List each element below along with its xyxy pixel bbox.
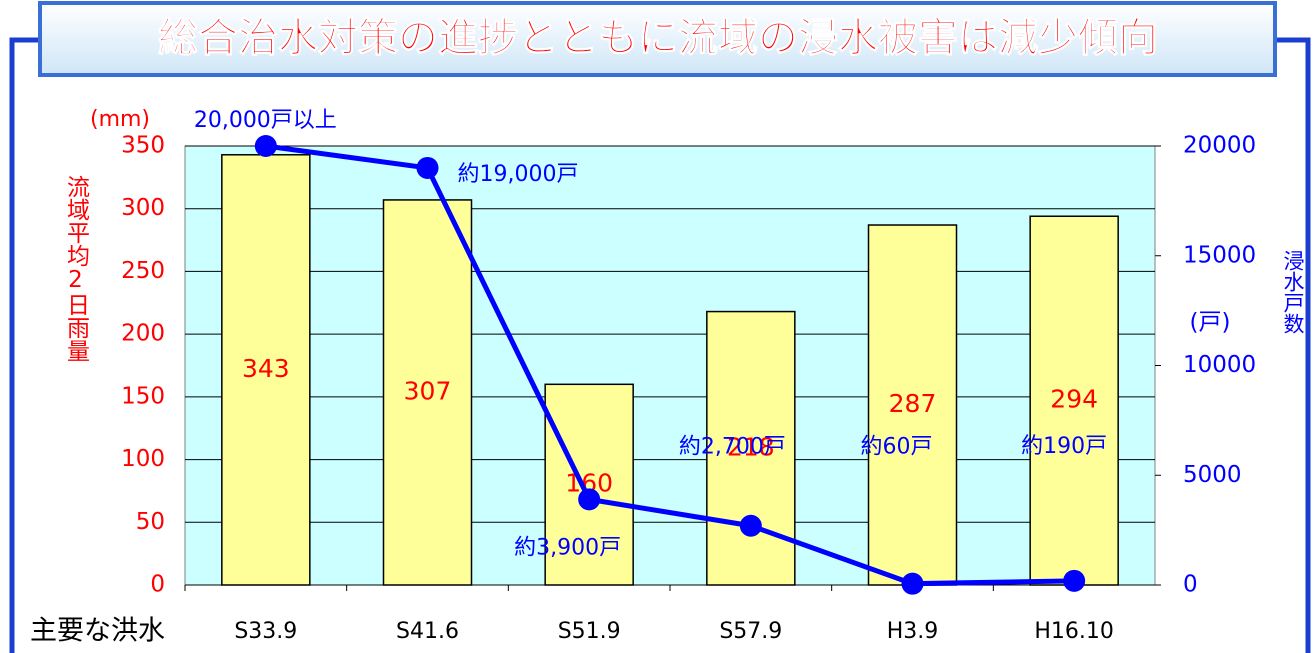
- x-tick-label: S33.9: [234, 619, 297, 644]
- y2-tick-label: 20000: [1183, 133, 1256, 159]
- bar-value-label: 287: [889, 389, 937, 418]
- y2-tick-label: 5000: [1183, 462, 1242, 488]
- y-tick-label: 150: [121, 383, 165, 409]
- bar-value-label: 218: [727, 432, 775, 461]
- bar: [544, 383, 634, 586]
- y-axis-label: 流域平均2日雨量: [63, 175, 91, 362]
- x-tick-label: S57.9: [719, 619, 782, 644]
- y-tick-label: 350: [121, 133, 165, 159]
- line-marker: [254, 135, 277, 157]
- line-value-label: 約2,700戸: [679, 435, 786, 460]
- bar-value-label: 294: [1050, 385, 1098, 414]
- plot-area: [184, 145, 1156, 586]
- bar: [706, 310, 796, 586]
- bar: [221, 154, 311, 586]
- y2-axis-label: 浸水戸数: [1281, 250, 1305, 334]
- y-tick-label: 0: [150, 572, 165, 598]
- bar-value-label: 343: [242, 354, 290, 383]
- line-marker: [901, 572, 924, 595]
- x-tick-label: S51.9: [558, 619, 621, 644]
- line: [265, 143, 1075, 587]
- y2-tick-label: 0: [1183, 572, 1198, 598]
- line-marker: [416, 156, 439, 179]
- bar-value-label: 307: [404, 376, 452, 405]
- line-value-label: 約60戸: [861, 435, 933, 460]
- x-tick-label: H16.10: [1034, 619, 1114, 644]
- line-value-label: 約190戸: [1021, 434, 1107, 459]
- y-unit: (mm): [90, 107, 150, 132]
- bar: [382, 199, 473, 586]
- y-tick-label: 50: [136, 509, 165, 535]
- x-axis-label: 主要な洪水: [30, 616, 165, 647]
- y2-tick-label: 15000: [1183, 242, 1256, 268]
- y-tick-label: 250: [121, 258, 165, 284]
- y-tick-label: 100: [121, 446, 165, 472]
- line-marker: [739, 514, 762, 537]
- y-tick-label: 200: [121, 321, 165, 347]
- x-tick-label: H3.9: [887, 619, 939, 644]
- chart-title: 総合治水対策の進捗とともに流域の浸水被害は減少傾向: [158, 15, 1158, 61]
- bar: [867, 224, 958, 586]
- x-tick-label: S41.6: [396, 619, 459, 644]
- y2-unit: (戸): [1190, 310, 1231, 336]
- line-marker: [578, 488, 601, 511]
- bar: [1029, 215, 1119, 586]
- line-value-label: 約19,000戸: [458, 162, 579, 187]
- y2-tick-label: 10000: [1183, 352, 1256, 378]
- line-value-label: 20,000戸以上: [194, 108, 337, 133]
- title-box: [38, 1, 1277, 77]
- line-marker: [1063, 569, 1086, 592]
- line-value-label: 約3,900戸: [514, 535, 621, 560]
- y-tick-label: 300: [121, 195, 165, 221]
